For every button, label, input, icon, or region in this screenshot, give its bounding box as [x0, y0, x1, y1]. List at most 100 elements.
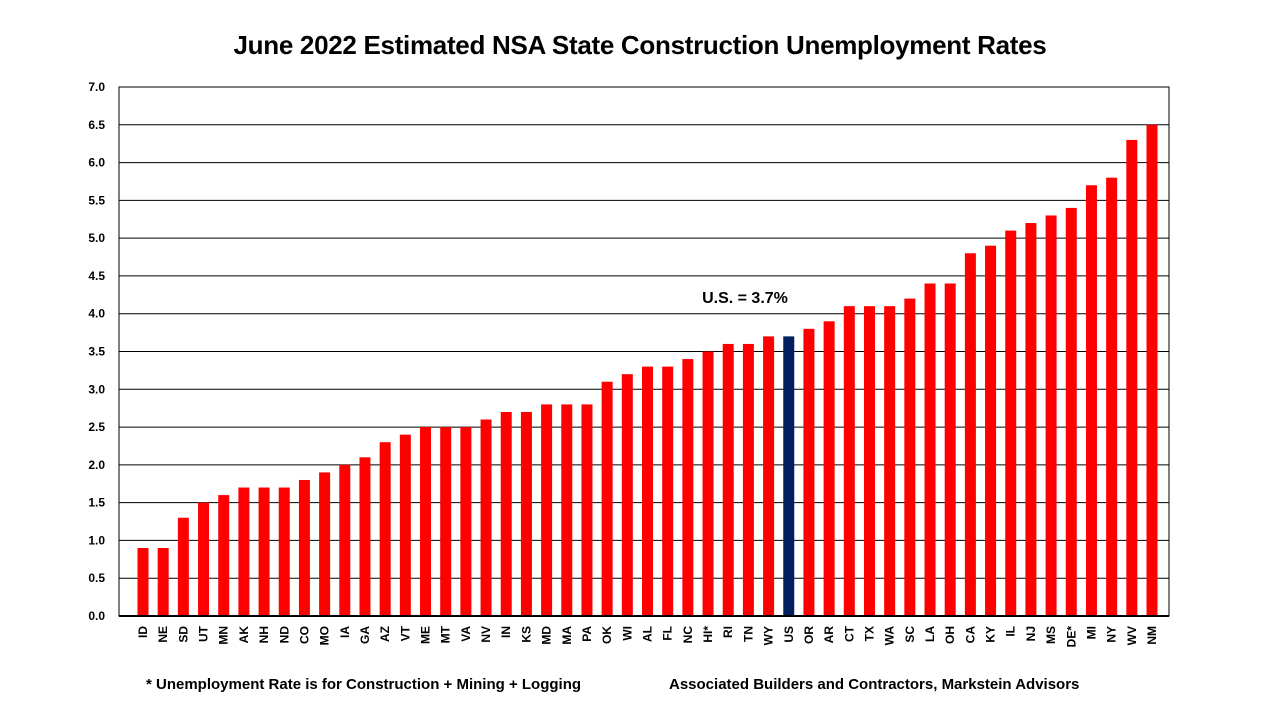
x-tick-label: SC — [903, 626, 917, 643]
x-tick-label: KY — [984, 626, 998, 643]
x-tick-label: WI — [620, 626, 634, 641]
bar-nd — [278, 487, 290, 616]
bar-ks — [520, 411, 532, 616]
x-tick-label: KS — [519, 626, 533, 643]
bar-nv — [480, 419, 492, 616]
x-tick-label: IL — [1004, 626, 1018, 637]
y-tick-label: 6.0 — [88, 156, 105, 170]
us-annotation: U.S. = 3.7% — [702, 290, 788, 307]
x-tick-label: NC — [681, 626, 695, 644]
bar-wv — [1126, 139, 1138, 616]
x-tick-label: NH — [257, 626, 271, 643]
bar-nm — [1146, 124, 1158, 617]
bar-fl — [662, 366, 674, 616]
x-tick-label: ND — [277, 626, 291, 644]
x-tick-label: MO — [318, 626, 332, 645]
chart-title: June 2022 Estimated NSA State Constructi… — [233, 30, 1047, 60]
x-tick-label: ME — [419, 626, 433, 644]
x-tick-label: NE — [156, 626, 170, 643]
footnote-left: * Unemployment Rate is for Construction … — [146, 676, 582, 693]
x-tick-label: AK — [237, 626, 251, 644]
bar-ga — [359, 457, 371, 616]
x-tick-label: GA — [358, 626, 372, 644]
bar-tx — [863, 306, 875, 616]
y-tick-label: 5.0 — [88, 231, 105, 245]
x-tick-label: IA — [338, 626, 352, 638]
x-tick-label: AZ — [378, 626, 392, 642]
y-tick-label: 5.5 — [88, 193, 105, 207]
y-tick-label: 1.0 — [88, 533, 105, 547]
bar-ne — [157, 547, 169, 616]
x-tick-label: FL — [661, 626, 675, 641]
x-tick-label: MN — [217, 626, 231, 645]
bar-ar — [823, 321, 835, 616]
x-tick-label: WV — [1125, 626, 1139, 645]
x-tick-label: NJ — [1024, 626, 1038, 641]
bar-ma — [561, 404, 573, 616]
x-tick-label: US — [782, 626, 796, 643]
bar-wi — [621, 374, 633, 616]
bar-md — [541, 404, 553, 616]
bar-me — [420, 427, 432, 616]
bar-sc — [904, 298, 916, 616]
bar-sd — [177, 517, 189, 616]
bar-ms — [1045, 215, 1057, 616]
bar-al — [642, 366, 653, 616]
y-tick-label: 1.5 — [88, 496, 105, 510]
x-tick-label: OH — [943, 626, 957, 644]
bar-ca — [964, 253, 976, 616]
x-tick-label: TX — [862, 626, 876, 641]
x-tick-label: NM — [1145, 626, 1159, 645]
y-tick-label: 3.0 — [88, 382, 105, 396]
x-tick-label: PA — [580, 626, 594, 642]
x-tick-label: HI* — [701, 626, 715, 643]
x-tick-label: CT — [842, 625, 856, 642]
x-tick-label: UT — [197, 625, 211, 642]
bar-nh — [258, 487, 270, 616]
bar-wy — [763, 336, 775, 616]
bar-pa — [581, 404, 593, 616]
bar-la — [924, 283, 936, 616]
x-tick-label: VA — [459, 626, 473, 642]
bar-ct — [843, 306, 855, 616]
bar-nc — [682, 359, 694, 616]
bar-mn — [218, 495, 230, 616]
bar-us — [783, 336, 795, 616]
bar-oh — [944, 283, 956, 616]
y-tick-label: 2.0 — [88, 458, 105, 472]
bar-mt — [440, 427, 452, 616]
footnote-source: Associated Builders and Contractors, Mar… — [669, 676, 1080, 693]
x-tick-label: CO — [297, 626, 311, 644]
x-tick-label: IN — [499, 626, 513, 638]
y-tick-label: 2.5 — [88, 420, 105, 434]
x-tick-label: TN — [741, 626, 755, 642]
bar-nj — [1025, 223, 1037, 616]
bar-in — [500, 411, 512, 616]
x-tick-label: MS — [1044, 626, 1058, 644]
x-tick-label: NY — [1105, 626, 1119, 643]
x-tick-label: DE* — [1064, 626, 1078, 648]
y-tick-label: 4.0 — [88, 307, 105, 321]
bar-va — [460, 427, 472, 616]
y-tick-label: 0.5 — [88, 571, 105, 585]
bar-or — [803, 328, 815, 616]
y-tick-label: 3.5 — [88, 345, 105, 359]
x-tick-label: OK — [600, 626, 614, 644]
bar-hi — [702, 351, 714, 616]
bar-tn — [742, 343, 754, 616]
bar-de — [1065, 207, 1077, 616]
x-tick-label: SD — [176, 626, 190, 643]
y-tick-label: 6.5 — [88, 118, 105, 132]
x-tick-label: VT — [398, 625, 412, 641]
x-tick-label: OR — [802, 626, 816, 644]
x-tick-label: CA — [963, 626, 977, 644]
bar-ny — [1106, 177, 1118, 616]
x-tick-label: MT — [439, 625, 453, 643]
bar-id — [137, 547, 149, 616]
x-tick-label: NV — [479, 626, 493, 643]
x-tick-label: MD — [540, 626, 554, 645]
bar-ia — [339, 464, 351, 616]
bar-ut — [198, 502, 210, 616]
bar-az — [379, 442, 391, 616]
